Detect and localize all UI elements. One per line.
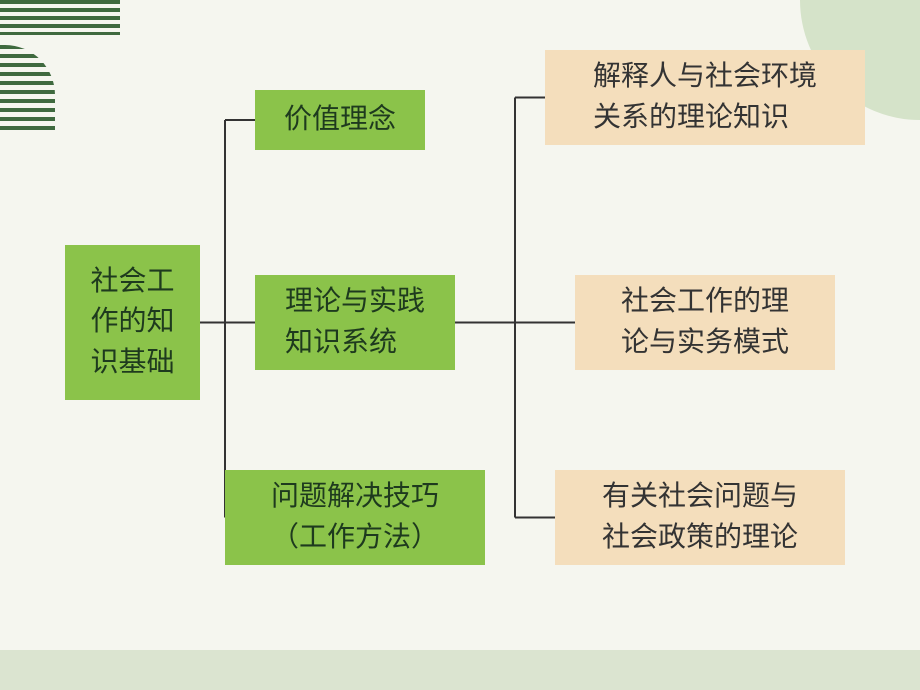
diagram-canvas: 社会工 作的知 识基础 价值理念 理论与实践 知识系统 问题解决技巧 （工作方法… bbox=[0, 0, 920, 690]
node-mid-3: 问题解决技巧 （工作方法） bbox=[225, 470, 485, 565]
node-leaf-1: 解释人与社会环境 关系的理论知识 bbox=[545, 50, 865, 145]
node-leaf-2: 社会工作的理 论与实务模式 bbox=[575, 275, 835, 370]
node-mid-1: 价值理念 bbox=[255, 90, 425, 150]
node-mid-2: 理论与实践 知识系统 bbox=[255, 275, 455, 370]
node-root: 社会工 作的知 识基础 bbox=[65, 245, 200, 400]
node-leaf-3: 有关社会问题与 社会政策的理论 bbox=[555, 470, 845, 565]
